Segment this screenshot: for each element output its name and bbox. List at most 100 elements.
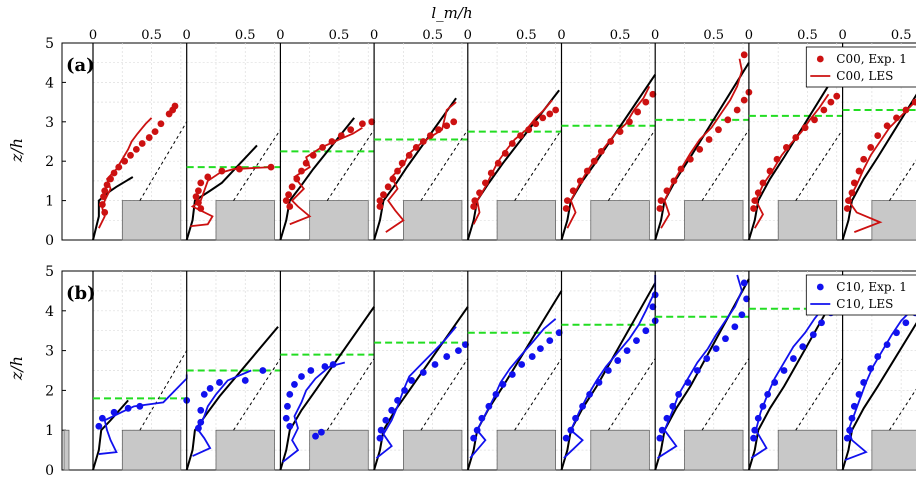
exp-point — [380, 191, 387, 199]
ytick-label: 0 — [45, 463, 54, 479]
building-block — [121, 429, 182, 471]
exp-point — [307, 367, 315, 374]
exp-point — [740, 279, 748, 287]
exp-point — [450, 118, 458, 126]
exp-point — [197, 406, 205, 414]
exp-point — [722, 335, 729, 343]
exp-point — [138, 140, 146, 147]
xtick-label: 0 — [370, 28, 378, 43]
exp-point — [751, 197, 759, 205]
xtick-label: 0.5 — [797, 28, 818, 43]
exp-point — [759, 402, 767, 410]
model-line — [279, 117, 355, 241]
exp-point — [284, 402, 291, 410]
exp-point — [809, 331, 817, 339]
exp-point — [604, 367, 612, 374]
exp-point — [684, 379, 692, 386]
exp-point — [792, 134, 800, 141]
exp-point — [127, 151, 134, 159]
exp-point — [443, 122, 451, 130]
legend-label: C10, Exp. 1 — [836, 280, 907, 294]
exp-point — [132, 145, 140, 153]
exp-point — [285, 191, 292, 199]
exp-point — [860, 155, 868, 163]
exp-point — [562, 434, 570, 442]
les-line — [192, 369, 252, 457]
building-block — [309, 429, 369, 471]
exp-point — [401, 387, 408, 394]
exp-point — [567, 426, 575, 434]
dashed-reference-line — [514, 358, 562, 431]
building-block — [871, 429, 916, 471]
building-block — [403, 429, 463, 471]
building-block — [777, 429, 838, 471]
ytick-label: 0 — [45, 233, 54, 249]
exp-point — [623, 347, 631, 354]
exp-point — [843, 434, 851, 442]
exp-point — [759, 179, 767, 187]
exp-point — [101, 209, 109, 216]
subplot-4 — [373, 271, 469, 471]
dashed-reference-line — [420, 129, 469, 201]
exp-point — [576, 177, 584, 185]
subplot-2 — [185, 271, 281, 471]
exp-point — [562, 205, 570, 212]
exp-point — [267, 163, 275, 171]
exp-point — [738, 311, 746, 319]
exp-point — [471, 197, 479, 205]
exp-point — [642, 98, 650, 106]
exp-point — [750, 205, 757, 212]
xtick-label: 0.5 — [610, 28, 631, 43]
exp-point — [317, 428, 325, 436]
exp-point — [508, 140, 516, 147]
panel-label: (a) — [66, 55, 95, 76]
exp-point — [329, 361, 337, 368]
dashed-reference-line — [326, 129, 375, 201]
exp-point — [614, 357, 622, 364]
exp-point — [412, 144, 420, 151]
exp-point — [820, 106, 828, 114]
exp-point — [470, 434, 478, 442]
exp-point — [494, 159, 502, 167]
exp-point — [98, 201, 106, 208]
exp-point — [286, 390, 294, 398]
exp-point — [696, 145, 704, 153]
exp-point — [259, 367, 267, 374]
exp-point — [740, 96, 748, 104]
exp-point — [883, 122, 891, 130]
exp-point — [657, 197, 665, 205]
exp-point — [724, 116, 732, 124]
legend-marker — [816, 283, 824, 291]
exp-point — [633, 337, 640, 345]
exp-point — [539, 114, 547, 122]
exp-point — [670, 177, 678, 185]
exp-point — [801, 124, 809, 132]
exp-point — [110, 408, 118, 416]
exp-point — [218, 167, 226, 175]
exp-point — [846, 426, 854, 434]
legend-label: C00, Exp. 1 — [836, 52, 907, 66]
exp-point — [103, 181, 111, 189]
ytick-label: 5 — [45, 36, 54, 52]
xtick-label: 0.5 — [703, 28, 724, 43]
exp-point — [850, 179, 858, 187]
exp-point — [388, 406, 396, 414]
exp-point — [443, 353, 451, 360]
exp-point — [855, 167, 863, 175]
exp-point — [525, 126, 533, 134]
exp-point — [607, 138, 615, 145]
exp-point — [546, 110, 554, 118]
exp-point — [572, 414, 579, 422]
dashed-reference-line — [795, 129, 844, 201]
xtick-label: 0 — [557, 28, 565, 43]
exp-point — [236, 165, 243, 173]
exp-point — [291, 381, 298, 388]
subplot-1: 0 0.5 — [89, 28, 188, 241]
exp-point — [743, 295, 750, 303]
dashed-reference-line — [889, 159, 916, 201]
subplot-7: 0 0.5 — [651, 28, 753, 241]
exp-point — [705, 136, 713, 143]
exp-point — [583, 167, 591, 175]
exp-point — [569, 187, 577, 195]
